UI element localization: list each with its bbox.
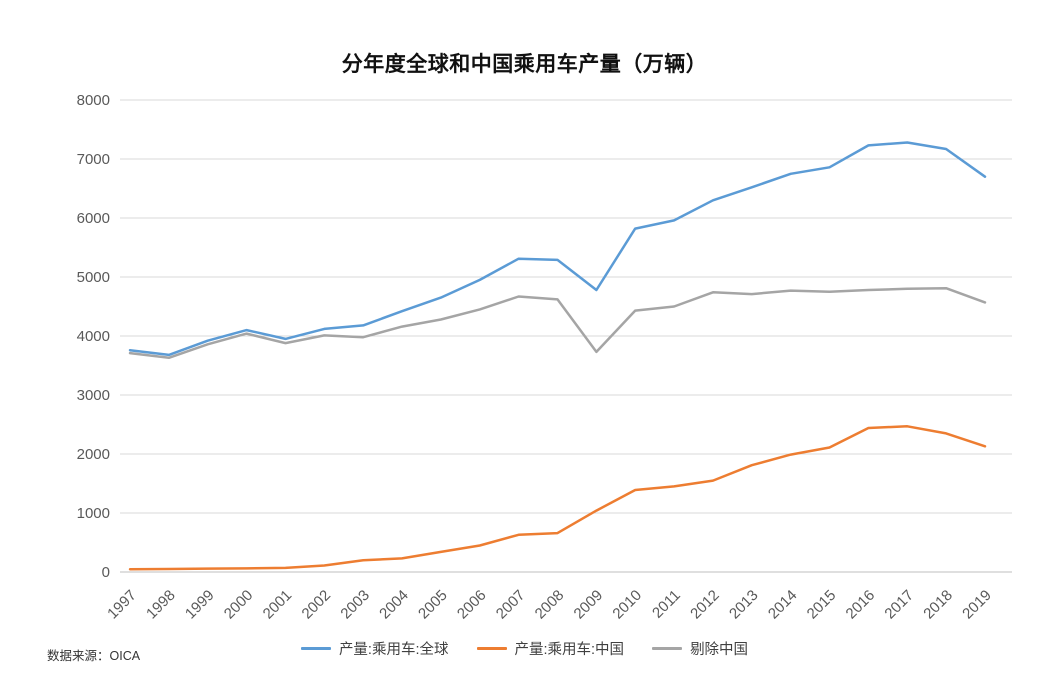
source-note: 数据来源：OICA (47, 649, 141, 663)
legend-label: 产量:乘用车:全球 (338, 642, 449, 658)
x-axis-tick-label: 2003 (337, 587, 373, 623)
y-axis-tick-label: 6000 (77, 210, 110, 227)
y-axis-tick-label: 8000 (77, 92, 110, 109)
series-line-1 (128, 425, 987, 571)
x-axis-tick-label: 2000 (221, 587, 257, 623)
x-axis-tick-label: 2014 (765, 587, 801, 623)
x-axis-tick-label: 2017 (881, 587, 917, 623)
legend-item: 剔除中国 (652, 638, 748, 659)
x-axis-tick-label: 1997 (104, 587, 140, 623)
x-axis-tick-label: 2010 (609, 587, 645, 623)
x-axis-tick-label: 2001 (260, 587, 296, 623)
legend-label: 剔除中国 (690, 642, 749, 658)
x-axis-tick-label: 2005 (415, 587, 451, 623)
y-axis-tick-label: 4000 (77, 328, 110, 345)
y-axis-tick-label: 3000 (77, 387, 110, 404)
legend: 产量:乘用车:全球 产量:乘用车:中国 剔除中国 (0, 638, 1049, 659)
legend-swatch (476, 647, 507, 650)
x-axis-tick-label: 2002 (299, 587, 335, 623)
x-axis-tick-label: 2015 (804, 587, 840, 623)
y-axis-tick-label: 1000 (77, 505, 110, 522)
x-axis-tick-label: 2008 (532, 587, 568, 623)
x-axis-tick-label: 1999 (182, 587, 218, 623)
x-axis-tick-label: 2007 (493, 587, 529, 623)
y-axis-tick-label: 7000 (77, 151, 110, 168)
x-axis-tick-label: 2013 (726, 587, 762, 623)
y-axis-tick-label: 5000 (77, 269, 110, 286)
legend-swatch (652, 647, 683, 650)
series-line-0 (128, 141, 987, 357)
x-axis-tick-label: 2011 (649, 587, 684, 622)
x-axis-tick-label: 1998 (143, 587, 179, 623)
x-axis-tick-label: 2016 (843, 587, 879, 623)
x-axis-tick-label: 2004 (376, 587, 412, 623)
chart-title: 分年度全球和中国乘用车产量（万辆） (341, 53, 708, 76)
series-line-2 (128, 286, 987, 360)
legend-item: 产量:乘用车:全球 (300, 638, 449, 659)
x-axis-tick-label: 2019 (959, 587, 995, 623)
x-axis-tick-label: 2009 (571, 587, 607, 623)
x-axis-tick-label: 2018 (920, 587, 956, 623)
y-axis-tick-label: 0 (102, 564, 110, 581)
x-axis-tick-label: 2012 (687, 587, 723, 623)
legend-item: 产量:乘用车:中国 (476, 638, 625, 659)
legend-label: 产量:乘用车:中国 (514, 642, 625, 658)
x-axis-tick-label: 2006 (454, 587, 490, 623)
y-axis-tick-label: 2000 (77, 446, 110, 463)
legend-swatch (300, 647, 331, 650)
